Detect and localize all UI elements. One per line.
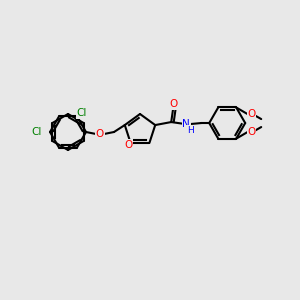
Text: Cl: Cl [32,127,42,137]
Text: N: N [182,119,190,129]
Text: O: O [96,129,104,139]
Text: O: O [169,99,177,109]
Text: O: O [247,109,255,119]
Text: O: O [247,127,255,137]
Text: H: H [187,126,194,135]
Text: O: O [124,140,133,150]
Text: Cl: Cl [77,108,87,118]
